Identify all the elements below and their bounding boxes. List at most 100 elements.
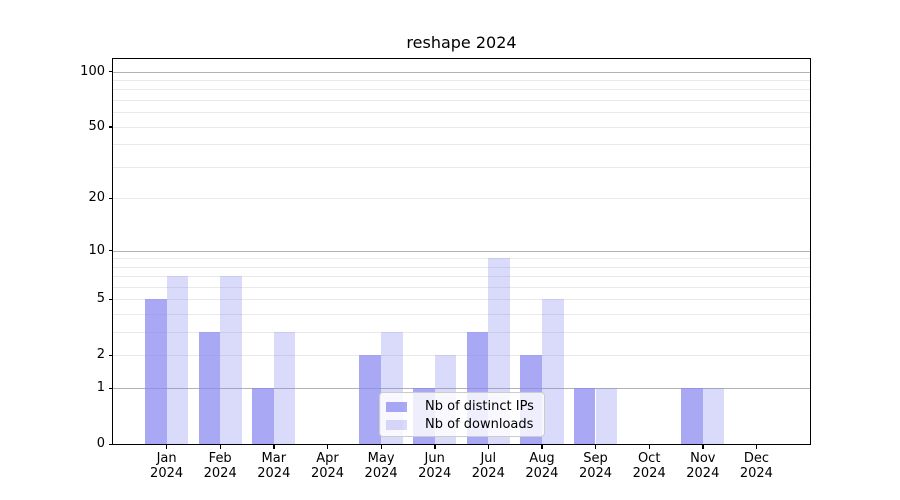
x-tick-label-month: Aug xyxy=(529,451,555,466)
x-tick-label-month: Oct xyxy=(637,451,661,466)
x-tick-label-month: Dec xyxy=(743,451,769,466)
x-tick-label-apr-2024: Apr 2024 xyxy=(296,451,360,481)
gridline-minor-20 xyxy=(113,198,810,200)
gridline-minor-4 xyxy=(113,314,810,316)
x-tick-jan-2024 xyxy=(166,445,168,449)
bar-nb-of-downloads-nov-2024 xyxy=(702,388,725,444)
gridline-minor-6 xyxy=(113,287,810,288)
x-tick-label-sep-2024: Sep 2024 xyxy=(564,451,628,481)
x-tick-label-year: 2024 xyxy=(364,466,398,481)
y-tick-label-100: 100 xyxy=(80,63,105,79)
x-tick-label-year: 2024 xyxy=(471,466,505,481)
y-tick-label-0: 0 xyxy=(96,436,105,451)
gridline-minor-90 xyxy=(113,80,810,81)
bar-nb-of-distinct-ips-feb-2024 xyxy=(198,332,221,444)
x-tick-jul-2024 xyxy=(487,445,490,449)
x-tick-label-year: 2024 xyxy=(525,466,559,481)
legend-swatch-nb-of-distinct-ips xyxy=(386,401,407,412)
x-tick-oct-2024 xyxy=(648,445,651,449)
gridline-minor-70 xyxy=(113,100,810,101)
gridline-major-100 xyxy=(113,71,810,73)
x-tick-label-mar-2024: Mar 2024 xyxy=(242,451,306,481)
x-tick-label-year: 2024 xyxy=(150,466,184,481)
x-tick-label-may-2024: May 2024 xyxy=(349,451,413,481)
x-tick-label-aug-2024: Aug 2024 xyxy=(510,451,574,481)
x-tick-label-oct-2024: Oct 2024 xyxy=(617,451,681,481)
x-tick-label-jul-2024: Jul 2024 xyxy=(456,451,520,481)
gridline-minor-60 xyxy=(113,112,810,114)
y-tick-label-20: 20 xyxy=(88,190,105,206)
x-tick-label-month: Apr xyxy=(316,451,339,466)
gridline-minor-9 xyxy=(113,258,810,260)
x-tick-label-month: Nov xyxy=(690,451,716,466)
x-tick-label-nov-2024: Nov 2024 xyxy=(671,451,735,481)
x-tick-label-dec-2024: Dec 2024 xyxy=(724,451,788,481)
x-tick-label-year: 2024 xyxy=(203,466,237,481)
x-tick-may-2024 xyxy=(380,445,382,449)
bar-nb-of-downloads-mar-2024 xyxy=(273,332,296,444)
y-tick-label-2: 2 xyxy=(96,347,105,363)
legend-label-nb-of-distinct-ips: Nb of distinct IPs xyxy=(425,399,534,414)
y-tick-50 xyxy=(109,126,113,128)
y-tick-5 xyxy=(109,298,113,301)
x-tick-label-month: Mar xyxy=(261,451,287,466)
x-tick-label-year: 2024 xyxy=(310,466,345,481)
gridline-major-1 xyxy=(113,388,810,390)
x-tick-aug-2024 xyxy=(541,445,543,449)
x-tick-label-month: Jul xyxy=(480,451,497,466)
x-tick-dec-2024 xyxy=(755,445,758,449)
x-tick-label-year: 2024 xyxy=(578,466,613,481)
x-tick-mar-2024 xyxy=(273,445,275,449)
x-tick-label-month: Jan xyxy=(156,451,177,466)
gridline-major-10 xyxy=(113,250,810,252)
x-tick-label-year: 2024 xyxy=(632,466,666,481)
y-tick-100 xyxy=(109,71,113,73)
x-tick-jun-2024 xyxy=(434,445,436,449)
plot-area xyxy=(112,58,811,445)
bar-nb-of-distinct-ips-may-2024 xyxy=(359,355,382,444)
x-tick-label-feb-2024: Feb 2024 xyxy=(188,451,252,481)
x-tick-apr-2024 xyxy=(327,445,329,449)
x-tick-label-year: 2024 xyxy=(686,466,720,481)
x-tick-label-jun-2024: Jun 2024 xyxy=(403,451,467,481)
gridline-minor-8 xyxy=(113,266,810,268)
gridline-minor-3 xyxy=(113,332,810,334)
gridline-minor-5 xyxy=(113,299,810,301)
bar-nb-of-downloads-aug-2024 xyxy=(541,299,564,444)
y-tick-20 xyxy=(109,197,113,200)
y-tick-2 xyxy=(109,354,113,357)
x-tick-label-month: Feb xyxy=(208,451,232,466)
y-tick-0 xyxy=(109,443,113,445)
gridline-minor-30 xyxy=(113,166,810,168)
bar-nb-of-distinct-ips-jan-2024 xyxy=(144,299,167,444)
bar-nb-of-distinct-ips-mar-2024 xyxy=(252,388,274,444)
chart-title: reshape 2024 xyxy=(406,33,517,52)
y-tick-label-1: 1 xyxy=(96,380,105,396)
x-tick-label-month: May xyxy=(367,451,395,466)
legend-item-nb-of-downloads: Nb of downloads xyxy=(386,417,544,432)
x-tick-label-year: 2024 xyxy=(418,466,452,481)
gridline-minor-2 xyxy=(113,355,810,357)
legend: Nb of distinct IPs Nb of downloads xyxy=(379,392,545,437)
x-tick-label-month: Sep xyxy=(583,451,608,466)
bar-nb-of-distinct-ips-nov-2024 xyxy=(681,388,703,444)
y-tick-label-5: 5 xyxy=(96,291,105,307)
legend-swatch-nb-of-downloads xyxy=(386,419,407,430)
bar-nb-of-distinct-ips-sep-2024 xyxy=(573,388,596,444)
y-tick-label-10: 10 xyxy=(88,242,105,258)
bar-nb-of-downloads-feb-2024 xyxy=(220,276,242,444)
y-tick-10 xyxy=(109,250,113,252)
y-tick-1 xyxy=(109,387,113,389)
x-tick-feb-2024 xyxy=(219,445,222,449)
x-tick-label-month: Jun xyxy=(424,451,445,466)
bar-nb-of-downloads-sep-2024 xyxy=(595,388,618,444)
y-tick-label-50: 50 xyxy=(88,118,105,134)
x-tick-label-year: 2024 xyxy=(257,466,291,481)
x-tick-label-jan-2024: Jan 2024 xyxy=(135,451,199,481)
legend-label-nb-of-downloads: Nb of downloads xyxy=(425,417,534,432)
gridline-minor-7 xyxy=(113,276,810,278)
bar-nb-of-downloads-jan-2024 xyxy=(166,276,189,444)
gridline-minor-40 xyxy=(113,144,810,146)
gridline-minor-80 xyxy=(113,89,810,91)
